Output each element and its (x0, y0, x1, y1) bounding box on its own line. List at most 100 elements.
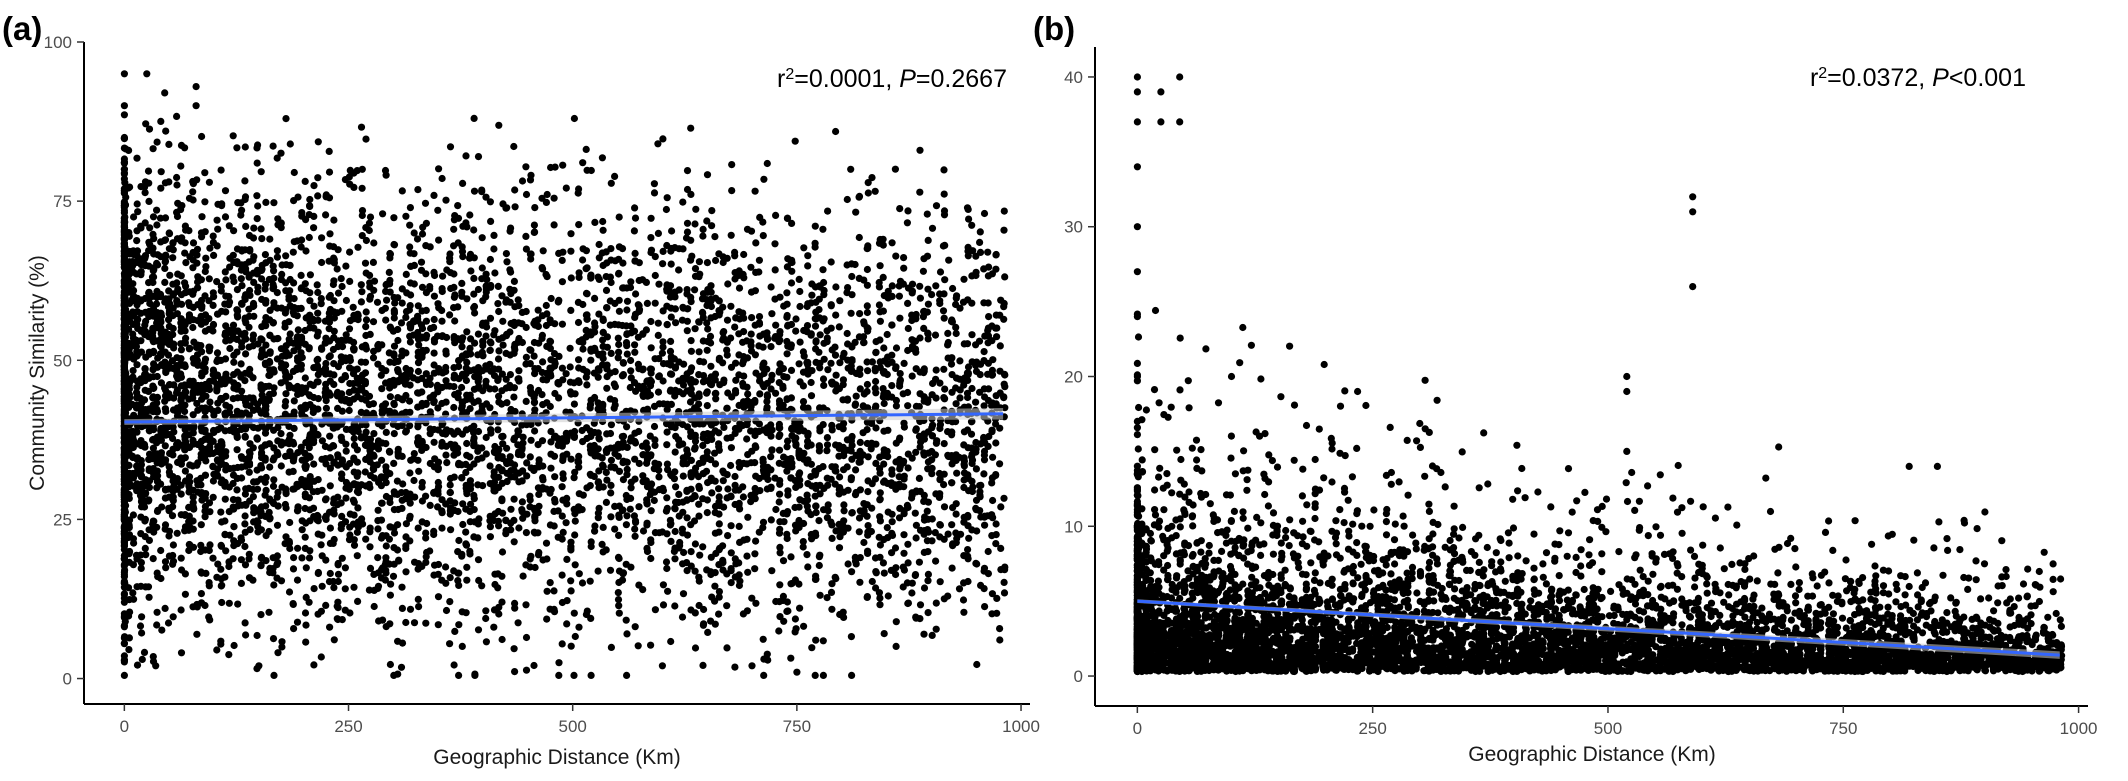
data-point (443, 266, 451, 274)
data-point (455, 536, 463, 545)
data-point (691, 220, 699, 228)
data-point (752, 472, 760, 480)
data-point (976, 228, 984, 236)
data-point (261, 285, 269, 293)
data-point (847, 447, 855, 455)
data-point (306, 271, 314, 279)
data-point (876, 513, 884, 521)
data-point (342, 296, 350, 305)
data-point (980, 348, 988, 356)
data-point (390, 342, 399, 350)
data-point (614, 354, 622, 362)
data-point (494, 355, 503, 363)
data-point (795, 360, 803, 368)
data-point (699, 543, 707, 551)
data-point (815, 306, 823, 314)
data-point (206, 450, 214, 458)
data-point (330, 334, 338, 342)
data-point (225, 599, 233, 607)
data-point (322, 404, 330, 412)
data-point (787, 258, 795, 266)
data-point (546, 337, 554, 345)
data-point (619, 259, 627, 267)
data-point (442, 606, 451, 615)
data-point (454, 303, 462, 311)
data-point (671, 602, 679, 610)
data-point (936, 533, 944, 541)
data-point (406, 422, 414, 430)
data-point (185, 540, 193, 549)
data-point (952, 329, 960, 338)
data-point (338, 336, 346, 344)
data-point (234, 463, 242, 472)
data-point (542, 198, 551, 206)
data-point (615, 531, 623, 540)
data-point (414, 317, 422, 325)
data-point (133, 154, 141, 162)
data-point (249, 493, 257, 501)
data-point (939, 307, 948, 315)
data-point (133, 361, 141, 369)
data-point (811, 529, 820, 537)
data-point (178, 300, 186, 308)
data-point (234, 327, 242, 335)
data-point (687, 521, 695, 529)
data-point (370, 239, 378, 247)
data-point (928, 464, 936, 472)
data-point (293, 237, 301, 245)
data-point (911, 571, 920, 579)
data-point (679, 472, 687, 480)
data-point (257, 554, 265, 562)
data-point (992, 439, 1000, 447)
data-point (691, 567, 699, 575)
data-point (498, 548, 507, 556)
data-point (350, 386, 358, 394)
data-point (282, 390, 290, 398)
data-point (149, 373, 157, 381)
data-point (900, 254, 908, 262)
data-point (193, 630, 201, 638)
data-point (679, 381, 688, 389)
data-point (807, 378, 815, 387)
data-point (547, 365, 555, 373)
data-point (812, 337, 820, 345)
data-point (631, 623, 639, 631)
data-point (506, 227, 514, 235)
data-point (302, 638, 310, 646)
data-point (884, 592, 892, 600)
data-point (639, 472, 647, 480)
data-point (631, 249, 639, 257)
data-point (992, 520, 1000, 528)
data-point (836, 533, 844, 541)
data-point (407, 322, 415, 330)
data-point (731, 663, 739, 671)
data-point (880, 477, 889, 485)
data-point (257, 168, 265, 176)
data-point (916, 601, 925, 609)
data-point (189, 239, 198, 247)
data-point (510, 393, 518, 401)
data-point (341, 564, 349, 572)
data-point (205, 582, 213, 590)
data-point (920, 630, 928, 638)
data-point (760, 369, 768, 378)
data-point (197, 590, 205, 598)
data-point (337, 275, 345, 283)
data-point (575, 570, 583, 578)
data-point (531, 204, 539, 212)
data-point (739, 338, 747, 346)
data-point (811, 671, 819, 680)
data-point (667, 353, 675, 361)
data-point (162, 251, 170, 259)
data-point (297, 304, 305, 312)
data-point (623, 495, 631, 504)
data-point (948, 354, 956, 362)
data-point (831, 573, 839, 581)
data-point (663, 530, 671, 538)
data-point (977, 513, 985, 521)
data-point (699, 225, 707, 233)
data-point (470, 187, 479, 195)
data-point (755, 313, 764, 321)
data-point (474, 556, 483, 564)
data-point (386, 280, 394, 288)
